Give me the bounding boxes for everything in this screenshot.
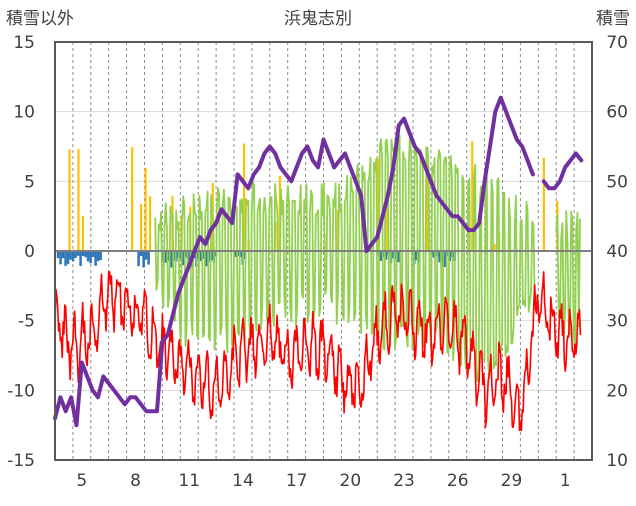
negative-bar: [205, 251, 208, 267]
x-tick-label: 5: [76, 471, 87, 491]
negative-bar: [415, 251, 419, 261]
x-tick-label: 26: [447, 471, 469, 491]
left-tick-label: 0: [24, 242, 35, 262]
precip-bar: [426, 153, 429, 251]
left-tick-label: -15: [7, 451, 35, 471]
negative-bar: [384, 251, 388, 260]
right-tick-label: 30: [606, 312, 628, 332]
negative-bar: [137, 251, 140, 267]
precip-bar: [542, 157, 545, 251]
negative-bar: [71, 251, 75, 262]
negative-bar: [56, 251, 60, 259]
negative-bar: [443, 251, 446, 268]
negative-bar: [59, 251, 62, 265]
negative-bar: [182, 251, 185, 266]
negative-bar: [147, 251, 150, 265]
negative-bar: [81, 251, 85, 256]
negative-bar: [142, 251, 145, 268]
temperature-series: [54, 271, 582, 432]
precip-bar: [144, 167, 147, 251]
right-tick-label: 20: [606, 381, 628, 401]
negative-bar: [169, 251, 173, 268]
negative-bar: [379, 251, 383, 261]
negative-bar: [202, 251, 205, 259]
x-tick-label: 14: [232, 471, 254, 491]
snow-depth-series: [53, 95, 584, 428]
negative-bar: [84, 251, 87, 258]
green-series-line-2: [555, 210, 581, 350]
negative-bar: [66, 251, 70, 265]
precip-bar: [148, 196, 152, 251]
temperature-line: [54, 271, 582, 432]
negative-bar: [144, 251, 148, 260]
right-tick-label: 10: [606, 451, 628, 471]
left-tick-label: -10: [7, 381, 35, 401]
negative-bar: [91, 251, 95, 258]
negative-bar: [397, 251, 400, 263]
right-tick-label: 40: [606, 242, 628, 262]
left-tick-label: 15: [13, 33, 35, 53]
right-tick-label: 50: [606, 172, 628, 192]
plot-frame: [54, 41, 593, 461]
negative-bar: [139, 251, 143, 257]
negative-bar: [86, 251, 90, 262]
negative-bar: [76, 251, 80, 256]
precip-bar: [471, 141, 474, 251]
left-tick-label: -5: [18, 312, 35, 332]
left-tick-label: 10: [13, 103, 35, 123]
precip-bar: [377, 158, 380, 251]
x-tick-label: 20: [340, 471, 362, 491]
x-tick-label: 11: [178, 471, 200, 491]
negative-bar: [164, 251, 168, 263]
negative-bar: [89, 251, 92, 264]
x-tick-label: 1: [560, 471, 571, 491]
negative-bar: [79, 251, 82, 267]
plot-border: [54, 41, 593, 461]
precip-bar: [68, 149, 71, 251]
snow-depth-line-2: [541, 151, 584, 191]
precip-bar: [131, 147, 134, 251]
left-tick-label: 5: [24, 172, 35, 192]
negative-bar: [74, 251, 77, 258]
negative-bar: [61, 251, 65, 259]
negative-bar: [184, 251, 188, 258]
right-axis-label: 積雪: [596, 9, 630, 29]
negative-bar: [64, 251, 67, 266]
x-tick-label: 29: [501, 471, 523, 491]
precip-bar: [140, 203, 143, 251]
negative-bar: [234, 251, 237, 258]
precip-bar: [386, 192, 389, 251]
negative-bar: [94, 251, 97, 266]
x-tick-label: 8: [130, 471, 141, 491]
negative-bar: [187, 251, 190, 261]
negative-bar: [69, 251, 72, 260]
snow-depth-line-1: [53, 95, 535, 428]
chart-title: 浜鬼志別: [284, 9, 352, 29]
negative-bar: [199, 251, 203, 262]
precip-bar: [81, 215, 85, 251]
right-tick-label: 70: [606, 33, 628, 53]
left-axis-label: 積雪以外: [6, 9, 74, 29]
x-tick-label: 17: [286, 471, 308, 491]
precip-bar: [242, 143, 246, 251]
precip-bar: [493, 243, 496, 251]
right-tick-label: 60: [606, 103, 628, 123]
negative-bar: [438, 251, 441, 263]
negative-bar: [96, 251, 100, 262]
negative-bar: [167, 251, 170, 262]
x-tick-label: 23: [393, 471, 415, 491]
negative-bar: [440, 251, 444, 267]
negative-bar: [99, 251, 102, 261]
precip-bar: [77, 149, 80, 251]
